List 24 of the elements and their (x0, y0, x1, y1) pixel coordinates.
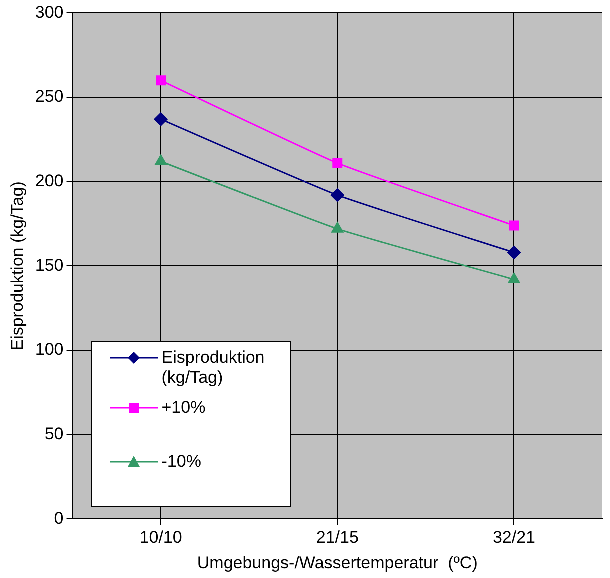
x-tick-label: 21/15 (316, 528, 359, 548)
y-tick-label: 100 (35, 340, 64, 360)
point (154, 112, 168, 126)
x-axis-title: Umgebungs-/Wassertemperatur (ºC) (197, 553, 478, 572)
point (507, 246, 521, 260)
legend-label: -10% (162, 452, 202, 472)
y-tick-label: 300 (35, 2, 64, 22)
point (155, 154, 167, 166)
point (509, 220, 520, 231)
y-axis-title: Eisproduktion (kg/Tag) (8, 182, 27, 351)
x-tick-label: 10/10 (140, 528, 182, 548)
y-tick-label: 250 (35, 87, 64, 106)
x-tick-label: 32/21 (492, 528, 536, 548)
y-tick-label: 200 (35, 172, 64, 191)
y-tick-label: 50 (44, 424, 64, 444)
y-tick-label: 0 (54, 508, 64, 528)
point (508, 272, 520, 284)
legend-label: Eisproduktion (kg/Tag) (162, 348, 266, 388)
point (332, 222, 344, 233)
point (332, 158, 343, 168)
point (330, 188, 344, 202)
legend-label: +10% (162, 398, 206, 418)
y-tick-label: 150 (35, 256, 64, 275)
point (156, 76, 166, 86)
